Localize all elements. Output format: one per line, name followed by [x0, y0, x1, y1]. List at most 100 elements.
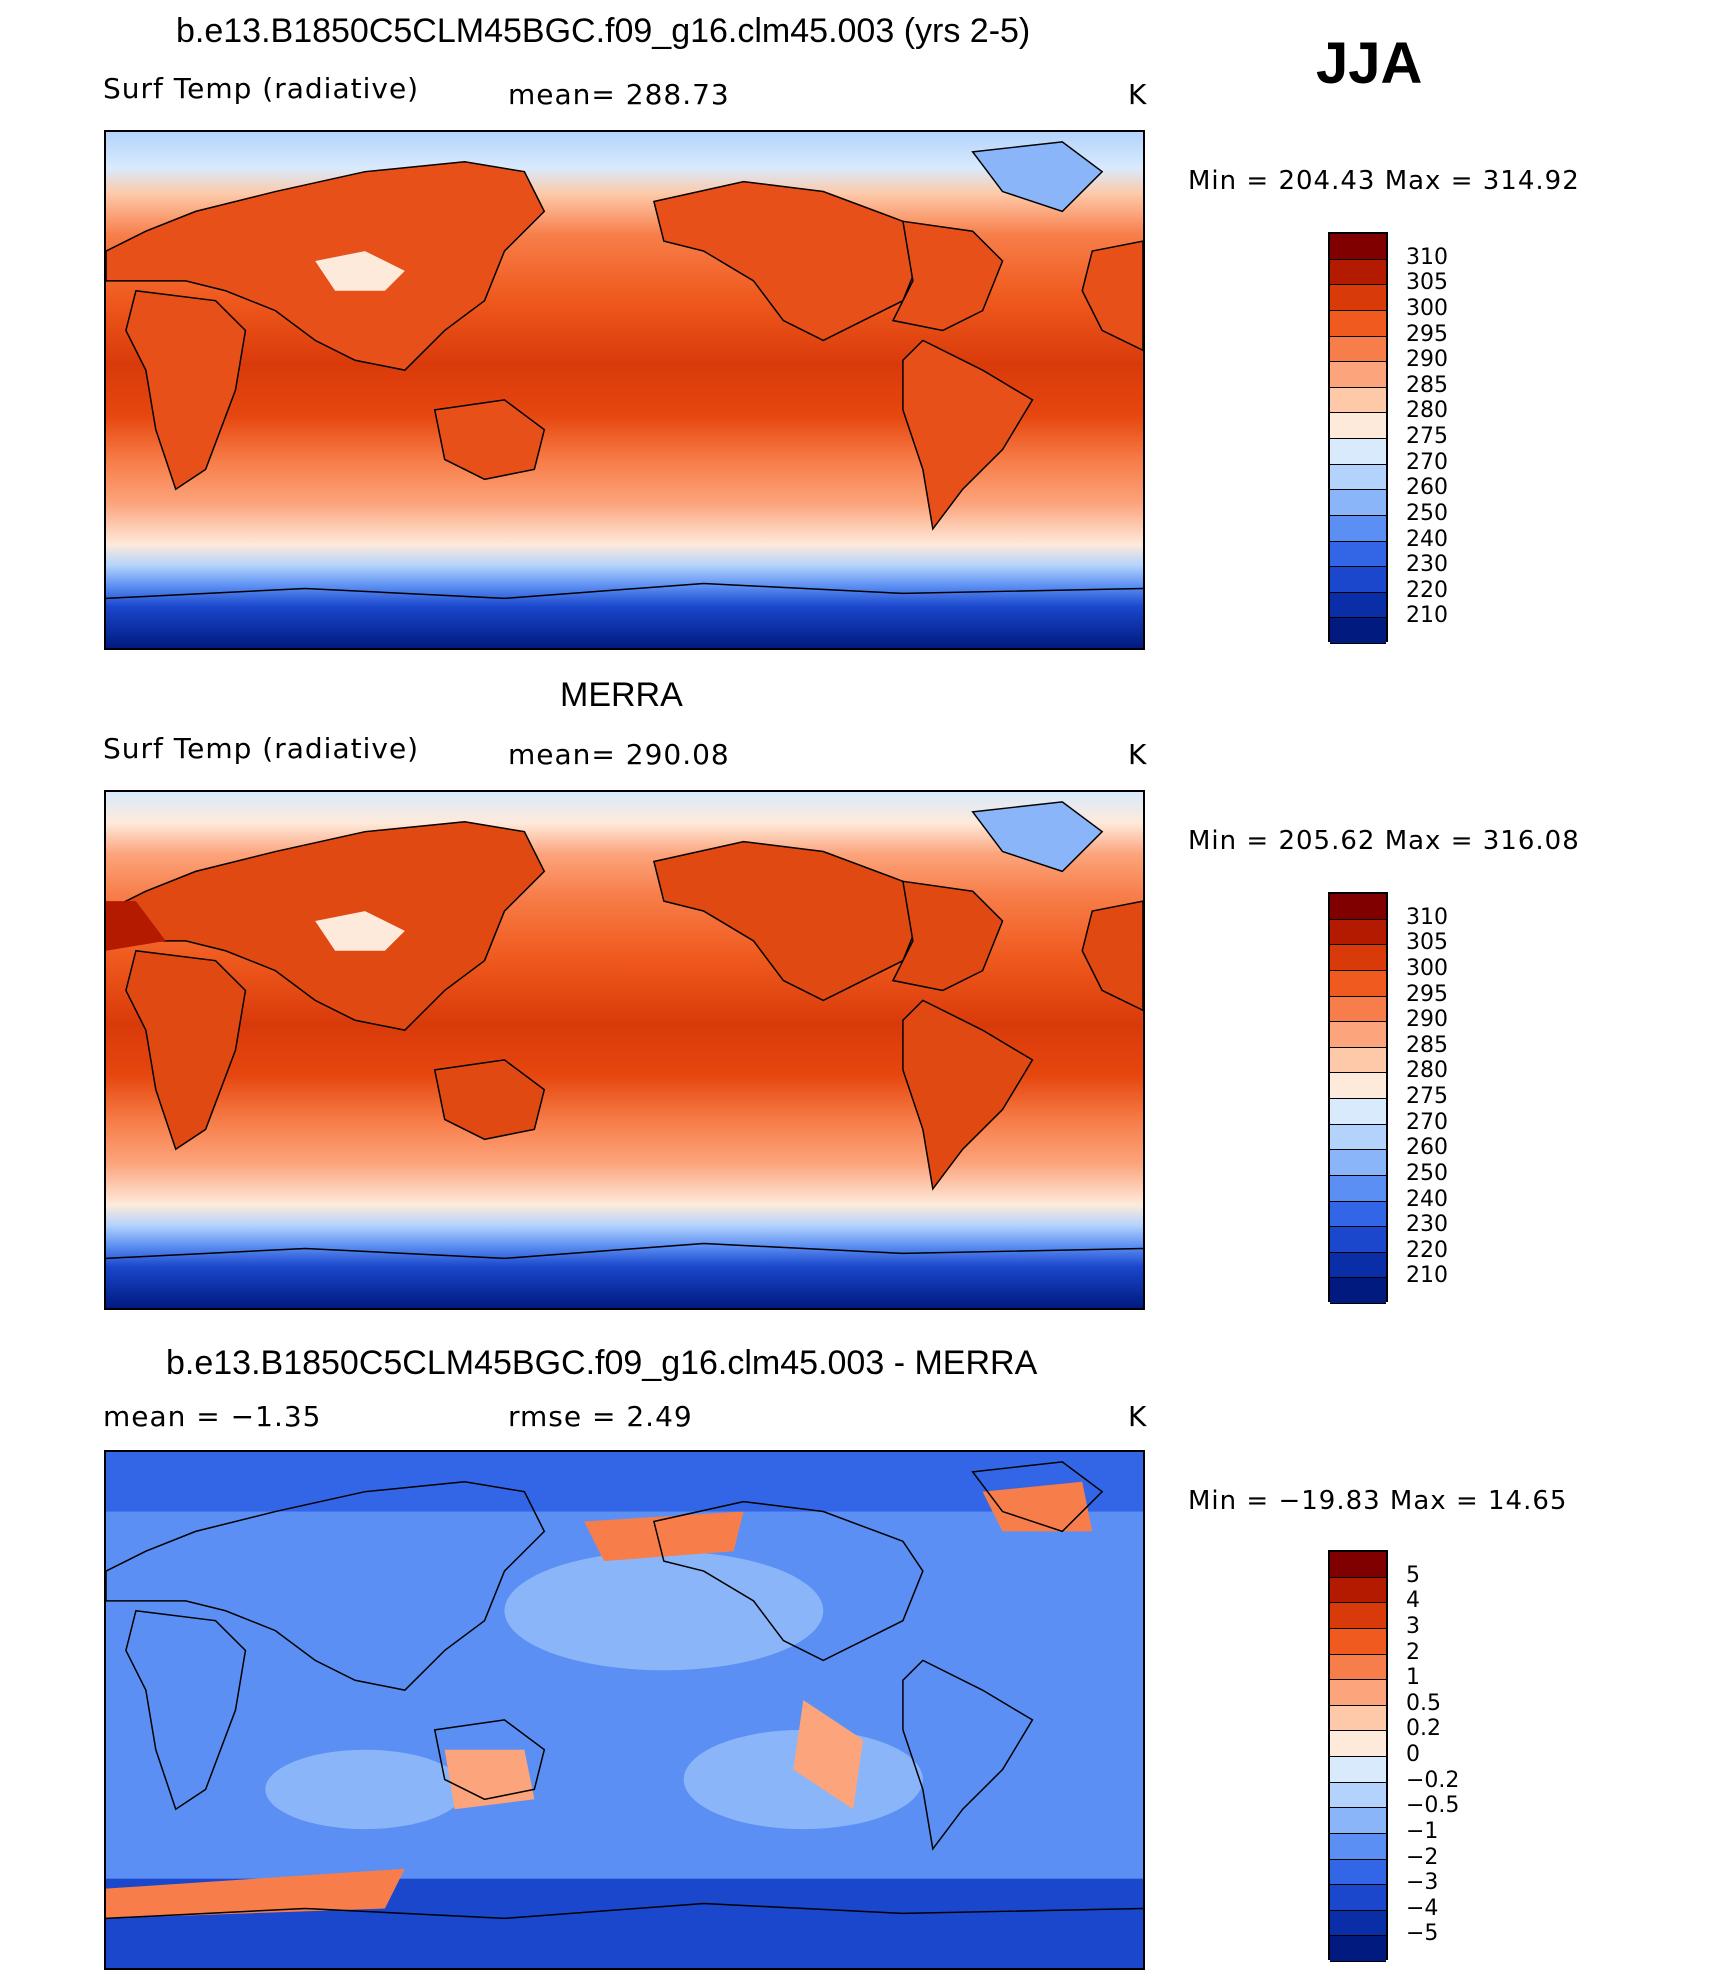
panel-3-map-svg [106, 1452, 1143, 1968]
panel-3-colorbar-swatch [1330, 1552, 1386, 1578]
panel-1-map [104, 130, 1145, 650]
panel-2-colorbar-label: 310 [1406, 904, 1448, 930]
panel-2-colorbar-label: 300 [1406, 955, 1448, 981]
panel-1-colorbar-swatch [1330, 464, 1386, 491]
panel-2-colorbar-swatch [1330, 1252, 1386, 1279]
panel-1-colorbar-swatch [1330, 285, 1386, 311]
panel-2-title: MERRA [560, 676, 683, 714]
panel-2-units: K [1128, 738, 1148, 771]
panel-3-colorbar-label: 0.2 [1406, 1716, 1441, 1742]
panel-3-colorbar-label: −1 [1406, 1818, 1439, 1844]
panel-1-colorbar-label: 250 [1406, 500, 1448, 526]
panel-2-colorbar-swatch [1330, 1175, 1386, 1202]
panel-2-mean-label: mean= 290.08 [508, 738, 730, 771]
panel-1-minmax: Min = 204.43 Max = 314.92 [1188, 166, 1580, 196]
panel-1-colorbar-label: 210 [1406, 603, 1448, 629]
panel-1-colorbar-swatch [1330, 234, 1386, 260]
panel-3-map [104, 1450, 1145, 1970]
panel-3-colorbar: 5 4 3 2 1 0.5 0.2 0 −0.2 −0.5 −1 −2 −3 −4 −5 [1328, 1550, 1459, 1962]
panel-3-units: K [1128, 1400, 1148, 1433]
panel-3-minmax: Min = −19.83 Max = 14.65 [1188, 1486, 1568, 1516]
panel-2-map-svg [106, 792, 1143, 1308]
panel-1-colorbar-label: 285 [1406, 372, 1448, 398]
panel-2-colorbar-label: 240 [1406, 1186, 1448, 1212]
panel-2-colorbar-swatch [1330, 1227, 1386, 1253]
panel-1-colorbar-boxes [1328, 232, 1388, 644]
panel-2-colorbar-swatch [1330, 1278, 1386, 1304]
panel-3-colorbar-swatch [1330, 1654, 1386, 1681]
panel-2-colorbar-boxes [1328, 892, 1388, 1304]
panel-3-colorbar-label: 3 [1406, 1613, 1420, 1639]
panel-1-colorbar-swatch [1330, 592, 1386, 619]
panel-3-colorbar-label: 0.5 [1406, 1690, 1441, 1716]
panel-3-colorbar-label: −0.5 [1406, 1793, 1460, 1819]
panel-1-colorbar-label: 295 [1406, 321, 1448, 347]
panel-1-colorbar-swatch [1330, 259, 1386, 286]
panel-3-colorbar-swatch [1330, 1680, 1386, 1706]
panel-2-colorbar-label: 230 [1406, 1212, 1448, 1238]
panel-3-colorbar-swatch [1330, 1910, 1386, 1937]
panel-3-colorbar-label: −5 [1406, 1921, 1439, 1947]
panel-2-map [104, 790, 1145, 1310]
panel-1-colorbar-swatch [1330, 413, 1386, 439]
panel-2-colorbar-swatch [1330, 1150, 1386, 1176]
panel-3-mean-label: mean = −1.35 [103, 1400, 322, 1433]
panel-3-colorbar-swatch [1330, 1603, 1386, 1629]
panel-1-colorbar-swatch [1330, 490, 1386, 516]
panel-3-colorbar-swatch [1330, 1936, 1386, 1962]
panel-3-colorbar-swatch [1330, 1782, 1386, 1809]
panel-3-colorbar-swatch [1330, 1705, 1386, 1732]
panel-1-colorbar-swatch [1330, 567, 1386, 593]
panel-3-colorbar-swatch [1330, 1808, 1386, 1834]
panel-3-colorbar-label: −0.2 [1406, 1767, 1460, 1793]
panel-3-colorbar-boxes [1328, 1550, 1388, 1962]
panel-2-colorbar-swatch [1330, 894, 1386, 920]
panel-1-colorbar: 310 305 300 295 290 285 280 275 270 260 250 240 230 2… [1328, 232, 1448, 644]
panel-3-colorbar-swatch [1330, 1757, 1386, 1783]
panel-1-colorbar-label: 240 [1406, 526, 1448, 552]
panel-1-colorbar-label: 290 [1406, 347, 1448, 373]
panel-2-colorbar-label: 270 [1406, 1109, 1448, 1135]
panel-3-colorbar-swatch [1330, 1628, 1386, 1655]
panel-2-colorbar: 310 305 300 295 290 285 280 275 270 260 250 240 230 2… [1328, 892, 1448, 1304]
panel-3-colorbar-label: 0 [1406, 1742, 1420, 1767]
panel-1-colorbar-swatch [1330, 515, 1386, 542]
panel-1-colorbar-swatch [1330, 387, 1386, 414]
panel-1-variable-label: Surf Temp (radiative) [103, 72, 420, 105]
panel-1-colorbar-label: 305 [1406, 270, 1448, 296]
panel-1-map-svg [106, 132, 1143, 648]
panel-2-colorbar-label: 290 [1406, 1007, 1448, 1033]
panel-1-colorbar-label: 220 [1406, 577, 1448, 603]
panel-2-colorbar-label: 295 [1406, 981, 1448, 1007]
panel-3-colorbar-label: 2 [1406, 1639, 1420, 1665]
panel-1-colorbar-swatch [1330, 541, 1386, 568]
panel-2-colorbar-swatch [1330, 996, 1386, 1023]
panel-1-colorbar-label: 300 [1406, 295, 1448, 321]
panel-1-colorbar-swatch [1330, 310, 1386, 337]
panel-2-colorbar-swatch [1330, 970, 1386, 997]
panel-2-colorbar-swatch [1330, 1099, 1386, 1125]
panel-1-colorbar-label: 230 [1406, 552, 1448, 578]
panel-3-title: b.e13.B1850C5CLM45BGC.f09_g16.clm45.003 … [166, 1344, 1038, 1382]
panel-2-colorbar-label: 220 [1406, 1237, 1448, 1263]
panel-1-colorbar-swatch [1330, 362, 1386, 388]
panel-3-colorbar-label: 1 [1406, 1665, 1420, 1691]
panel-1-colorbar-swatch [1330, 439, 1386, 465]
panel-1-mean-label: mean= 288.73 [508, 78, 730, 111]
panel-3-rmse-label: rmse = 2.49 [508, 1400, 693, 1433]
panel-2-colorbar-label: 210 [1406, 1263, 1448, 1289]
panel-1-colorbar-label: 270 [1406, 449, 1448, 475]
panel-3-colorbar-swatch [1330, 1833, 1386, 1860]
panel-1-colorbar-label: 280 [1406, 398, 1448, 424]
panel-3-colorbar-label: −3 [1406, 1870, 1439, 1896]
panel-2-variable-label: Surf Temp (radiative) [103, 732, 420, 765]
panel-2-colorbar-swatch [1330, 1073, 1386, 1099]
panel-2-minmax: Min = 205.62 Max = 316.08 [1188, 826, 1580, 856]
panel-3-colorbar-swatch [1330, 1885, 1386, 1911]
panel-3-colorbar-label: −2 [1406, 1844, 1439, 1870]
panel-3-colorbar-swatch [1330, 1731, 1386, 1757]
panel-1-colorbar-label: 310 [1406, 244, 1448, 270]
panel-3-colorbar-label: 4 [1406, 1588, 1420, 1614]
panel-2-colorbar-swatch [1330, 1201, 1386, 1228]
panel-1-colorbar-label: 260 [1406, 475, 1448, 501]
